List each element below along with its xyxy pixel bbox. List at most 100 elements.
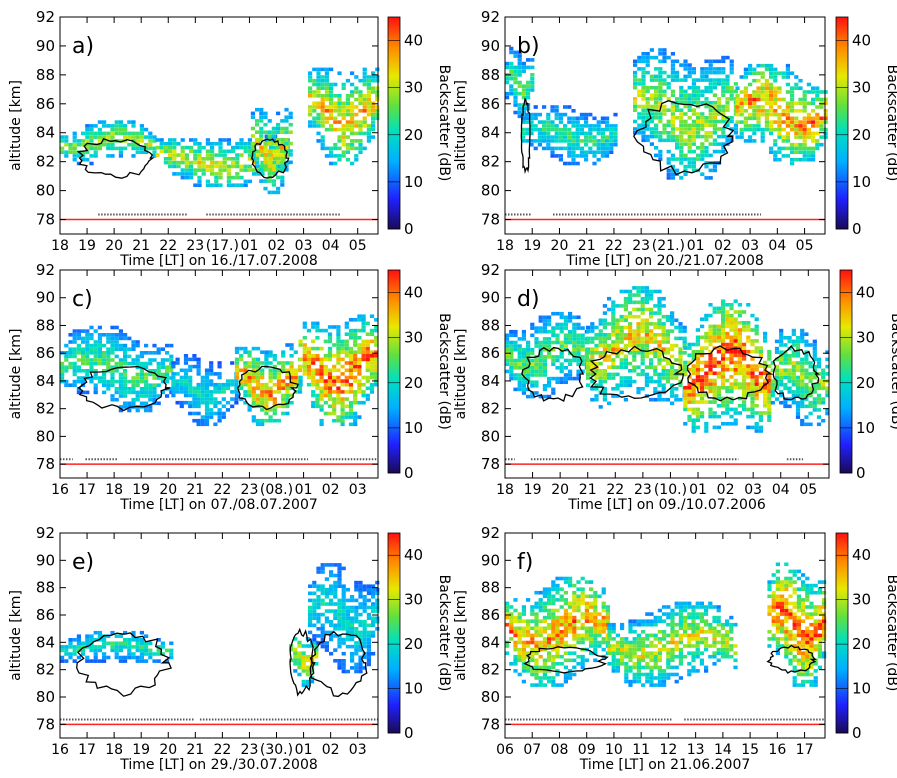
echo-cell bbox=[739, 131, 744, 136]
plot-frame bbox=[59, 532, 379, 739]
echo-cell bbox=[588, 139, 593, 143]
echo-cell bbox=[683, 393, 688, 397]
echo-cell bbox=[152, 376, 157, 380]
echo-cell bbox=[823, 112, 828, 117]
echo-cell bbox=[658, 112, 663, 116]
echo-cell bbox=[247, 142, 252, 146]
echo-cell bbox=[366, 616, 371, 620]
echo-cell bbox=[102, 135, 107, 139]
echo-cell bbox=[558, 135, 563, 139]
echo-cell bbox=[361, 328, 366, 333]
echo-cell bbox=[563, 139, 568, 143]
echo-cell bbox=[742, 346, 747, 350]
echo-cell bbox=[156, 645, 161, 649]
echo-cell bbox=[222, 160, 227, 165]
echo-cell bbox=[513, 65, 518, 70]
echo-cell bbox=[783, 361, 788, 365]
echo-cell bbox=[691, 357, 696, 361]
echo-cell bbox=[350, 630, 355, 635]
echo-cell bbox=[563, 358, 568, 363]
echo-cell bbox=[264, 386, 269, 391]
echo-cell bbox=[742, 385, 747, 390]
echo-cell bbox=[687, 93, 692, 97]
echo-cell bbox=[513, 95, 518, 100]
echo-cell bbox=[289, 400, 294, 405]
echo-cell bbox=[97, 354, 102, 359]
echo-cell bbox=[285, 382, 290, 387]
echo-cell bbox=[239, 142, 244, 146]
echo-cell bbox=[811, 131, 816, 136]
echo-cell bbox=[256, 172, 261, 176]
echo-cell bbox=[774, 386, 780, 391]
echo-cell bbox=[769, 101, 774, 106]
echo-cell bbox=[127, 648, 132, 653]
echo-cell bbox=[804, 404, 809, 409]
echo-cell bbox=[192, 386, 197, 391]
echo-cell bbox=[350, 627, 355, 631]
echo-cell bbox=[323, 357, 328, 362]
echo-cell bbox=[263, 130, 268, 134]
echo-cell bbox=[110, 135, 115, 139]
echo-cell bbox=[675, 104, 680, 109]
echo-cell bbox=[333, 648, 338, 652]
echo-cell bbox=[675, 168, 680, 173]
echo-cell bbox=[811, 150, 816, 154]
echo-cell bbox=[148, 358, 153, 362]
echo-cell bbox=[123, 343, 128, 348]
echo-cell bbox=[628, 340, 633, 344]
echo-cell bbox=[280, 160, 285, 165]
echo-cell bbox=[687, 407, 692, 412]
echo-cell bbox=[721, 385, 726, 390]
echo-cell bbox=[189, 145, 194, 150]
echo-cell bbox=[312, 94, 317, 98]
echo-cell bbox=[752, 67, 757, 72]
echo-cell bbox=[374, 372, 379, 376]
echo-cell bbox=[783, 386, 788, 391]
echo-cell bbox=[234, 386, 239, 391]
y-tick-label: 92 bbox=[481, 8, 500, 26]
echo-cell bbox=[588, 112, 593, 117]
echo-cell bbox=[691, 349, 696, 354]
echo-cell bbox=[341, 142, 346, 147]
echo-cell bbox=[712, 104, 717, 109]
echo-cell bbox=[354, 97, 359, 102]
echo-cell bbox=[811, 116, 816, 121]
echo-cell bbox=[316, 627, 321, 631]
echo-cell bbox=[767, 396, 772, 401]
echo-cell bbox=[795, 350, 801, 354]
echo-cell bbox=[666, 149, 671, 154]
echo-cell bbox=[640, 343, 645, 348]
echo-cell bbox=[774, 375, 780, 380]
echo-cell bbox=[662, 55, 667, 60]
echo-cell bbox=[769, 94, 774, 98]
echo-cell bbox=[361, 375, 366, 380]
echo-cell bbox=[288, 111, 293, 116]
echo-cell bbox=[513, 50, 518, 55]
x-tick-label: (10.) bbox=[654, 482, 687, 498]
echo-cell bbox=[358, 109, 363, 113]
x-tick-label: (21.) bbox=[652, 238, 685, 254]
echo-cell bbox=[808, 404, 813, 409]
echo-cell bbox=[340, 364, 345, 369]
echo-cell bbox=[600, 120, 605, 124]
echo-cell bbox=[374, 318, 379, 322]
echo-cell bbox=[89, 351, 94, 355]
echo-cell bbox=[259, 111, 264, 116]
echo-cell bbox=[85, 329, 90, 333]
echo-cell bbox=[691, 353, 696, 358]
echo-cell bbox=[802, 157, 807, 162]
echo-cell bbox=[811, 157, 816, 162]
echo-cell bbox=[725, 331, 730, 336]
echo-cell bbox=[758, 353, 763, 358]
echo-cell bbox=[791, 397, 796, 401]
echo-cell bbox=[758, 382, 763, 386]
echo-cell bbox=[333, 146, 338, 151]
echo-cell bbox=[106, 336, 111, 341]
echo-cell bbox=[815, 142, 820, 147]
echo-cell bbox=[218, 153, 223, 157]
echo-cell bbox=[179, 404, 184, 409]
echo-cell bbox=[563, 333, 568, 338]
echo-cell bbox=[172, 157, 177, 161]
echo-cell bbox=[674, 336, 679, 341]
echo-cell bbox=[791, 390, 796, 394]
